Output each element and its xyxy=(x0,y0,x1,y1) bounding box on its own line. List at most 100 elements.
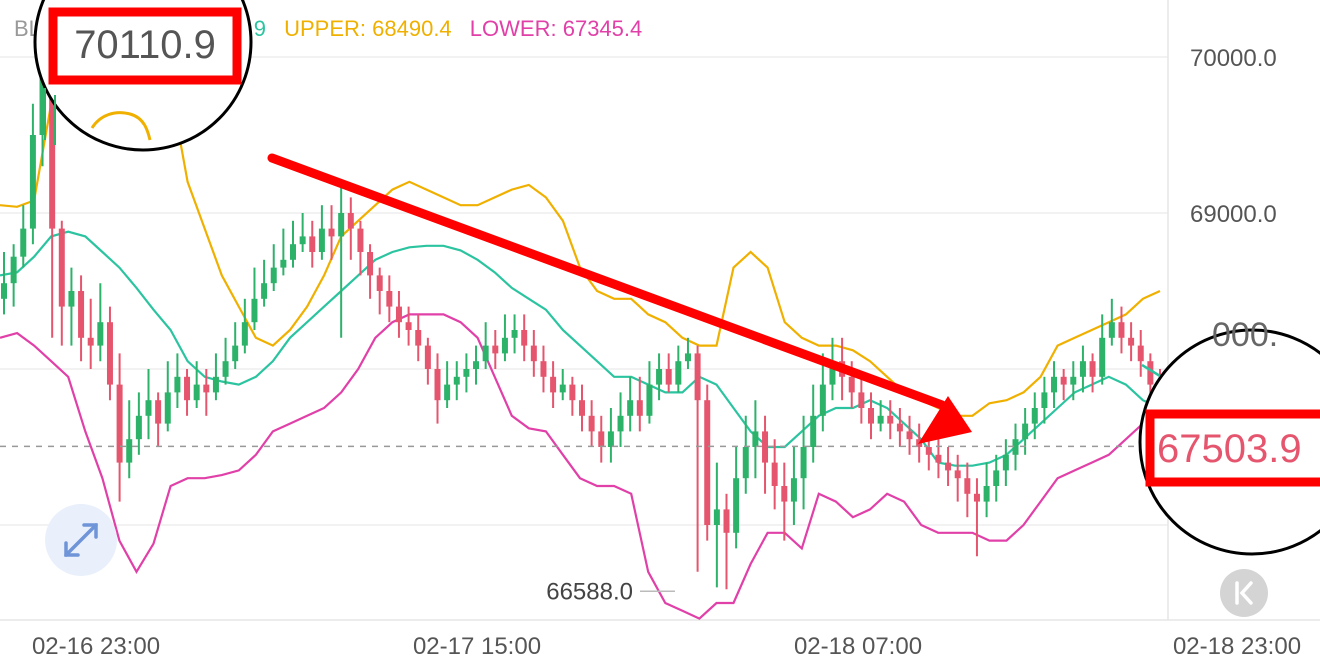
candle xyxy=(530,330,537,377)
candle-body xyxy=(434,369,441,401)
candle-body xyxy=(646,384,653,416)
candle xyxy=(78,275,85,362)
candle xyxy=(116,353,123,502)
candle-body xyxy=(636,400,643,416)
candle-body xyxy=(501,337,508,354)
current-price-label: 67503.9 xyxy=(1157,427,1302,471)
candle xyxy=(434,353,441,424)
candle-body xyxy=(270,267,277,284)
expand-button[interactable] xyxy=(45,504,117,576)
candle-body xyxy=(617,415,624,432)
candle-body xyxy=(164,392,171,424)
candle-body xyxy=(203,384,210,393)
candle-body xyxy=(1070,376,1077,385)
candle xyxy=(473,345,480,385)
candle xyxy=(405,306,412,346)
candle-body xyxy=(58,228,65,307)
candle xyxy=(684,337,691,369)
time-tick-label: 02-18 07:00 xyxy=(794,633,922,660)
candle-body xyxy=(492,345,499,354)
candle xyxy=(983,462,990,518)
candle-body xyxy=(280,259,287,268)
candle xyxy=(68,267,75,346)
candle-body xyxy=(954,470,961,479)
candle xyxy=(771,439,778,510)
candle-body xyxy=(1089,361,1096,377)
time-tick-label: 02-18 23:00 xyxy=(1173,633,1301,660)
candle xyxy=(742,415,749,494)
candle-body xyxy=(530,345,537,362)
candle-body xyxy=(415,330,422,346)
candle xyxy=(868,392,874,440)
candle xyxy=(627,376,634,432)
candle-body xyxy=(299,236,306,245)
candle-body xyxy=(1108,322,1115,338)
candle-body xyxy=(78,291,85,338)
candle-body xyxy=(184,376,191,401)
candle xyxy=(1099,314,1106,385)
candle xyxy=(270,244,277,291)
candle-body xyxy=(251,298,258,323)
candle xyxy=(858,376,865,424)
candle-body xyxy=(973,493,980,502)
candle xyxy=(203,369,210,416)
candle-body xyxy=(1012,439,1019,455)
candle xyxy=(511,314,518,354)
candle xyxy=(559,369,566,401)
candle xyxy=(1137,330,1144,377)
candle-body xyxy=(290,244,296,260)
candle xyxy=(1118,306,1125,354)
candle-body xyxy=(790,478,797,502)
candle-body xyxy=(473,361,480,369)
candle-body xyxy=(723,509,730,533)
candle xyxy=(376,267,383,315)
high-callout-box xyxy=(48,7,242,85)
candle-body xyxy=(39,64,46,135)
candle-body xyxy=(925,447,932,455)
candle xyxy=(646,361,653,424)
candle-body xyxy=(482,345,489,362)
candle xyxy=(636,376,643,432)
candle xyxy=(945,447,952,486)
candle xyxy=(184,369,191,416)
lower-band-line xyxy=(0,313,1161,620)
candle xyxy=(993,454,1000,502)
candle xyxy=(145,369,152,440)
candle xyxy=(1070,361,1077,401)
candle-body xyxy=(656,369,663,385)
candle-body xyxy=(675,361,682,385)
candle xyxy=(20,205,27,268)
legend-upper-value: 68490.4 xyxy=(372,16,452,41)
candle-body xyxy=(848,376,855,393)
candle xyxy=(338,181,345,338)
candle xyxy=(733,447,740,549)
candle-body xyxy=(145,400,152,416)
candle xyxy=(694,345,701,572)
candle-body xyxy=(126,439,133,463)
jump-to-latest-icon xyxy=(1235,581,1253,605)
candle xyxy=(164,361,171,432)
candle xyxy=(819,353,826,432)
candle xyxy=(1012,423,1019,471)
candle-body xyxy=(309,236,316,252)
candle xyxy=(598,415,605,463)
candle xyxy=(550,361,557,408)
candle-body xyxy=(338,213,345,237)
jump-to-latest-button[interactable] xyxy=(1220,569,1268,617)
candle xyxy=(1128,322,1135,362)
candle-body xyxy=(1128,337,1135,346)
candle xyxy=(588,400,595,447)
candle-body xyxy=(665,369,672,385)
candle-body xyxy=(684,353,691,362)
candle-body xyxy=(771,462,778,486)
candle xyxy=(810,384,817,463)
price-tick-label: 69000.0 xyxy=(1190,201,1277,228)
candle xyxy=(1108,298,1115,346)
time-tick-label: 02-17 15:00 xyxy=(413,633,541,660)
legend-lower-label: LOWER: xyxy=(470,16,557,41)
candle xyxy=(328,205,335,260)
candle-body xyxy=(800,447,807,479)
candle-body xyxy=(106,322,113,385)
